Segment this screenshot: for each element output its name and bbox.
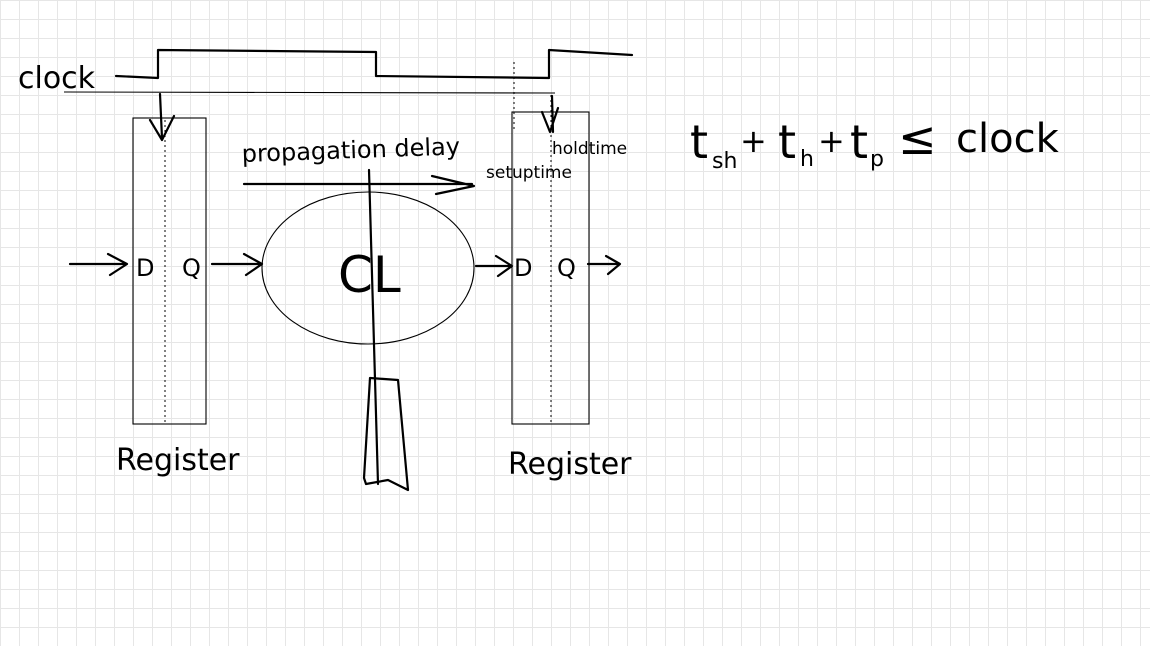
combinational-logic-ellipse bbox=[261, 191, 475, 345]
right-d-label: D bbox=[514, 254, 532, 282]
left-input-arrow bbox=[68, 252, 129, 277]
equation-plus-2: + bbox=[818, 122, 845, 160]
right-clock-arrow bbox=[540, 94, 560, 134]
equation-t-prop: t bbox=[850, 115, 868, 169]
equation-leq: ≤ bbox=[898, 111, 937, 165]
clock-baseline bbox=[63, 91, 556, 94]
left-clock-arrow bbox=[148, 92, 176, 142]
q-to-logic-arrow bbox=[210, 252, 264, 277]
timing-marker-bottom bbox=[362, 376, 410, 492]
equation-rhs-clock: clock bbox=[956, 116, 1060, 162]
equation-t-hold: t bbox=[778, 115, 796, 169]
right-output-arrow bbox=[586, 254, 622, 276]
equation-sub-hold: h bbox=[800, 147, 814, 172]
timing-cut-line bbox=[367, 168, 380, 486]
equation-sub-setup: sh bbox=[712, 149, 737, 174]
left-d-label: D bbox=[136, 254, 154, 282]
equation-sub-prop: p bbox=[870, 147, 884, 172]
left-q-label: Q bbox=[182, 254, 201, 282]
propagation-delay-arrow bbox=[242, 174, 476, 196]
right-register-label: Register bbox=[508, 447, 632, 482]
clock-waveform bbox=[114, 48, 634, 80]
left-register-label: Register bbox=[116, 443, 240, 478]
setup-time-label: setuptime bbox=[486, 163, 572, 183]
right-q-label: Q bbox=[557, 254, 576, 282]
timing-equation: t sh + t h + t p ≤ clock bbox=[690, 111, 1060, 174]
propagation-delay-label: propagation delay bbox=[241, 132, 460, 168]
hold-time-label: holdtime bbox=[552, 139, 627, 159]
equation-plus-1: + bbox=[740, 122, 767, 160]
combinational-logic-label: CL bbox=[338, 246, 401, 304]
left-register-box bbox=[132, 117, 207, 425]
clock-label: clock bbox=[18, 61, 96, 96]
logic-to-d-arrow bbox=[474, 254, 514, 278]
equation-t-setup: t bbox=[690, 115, 708, 169]
